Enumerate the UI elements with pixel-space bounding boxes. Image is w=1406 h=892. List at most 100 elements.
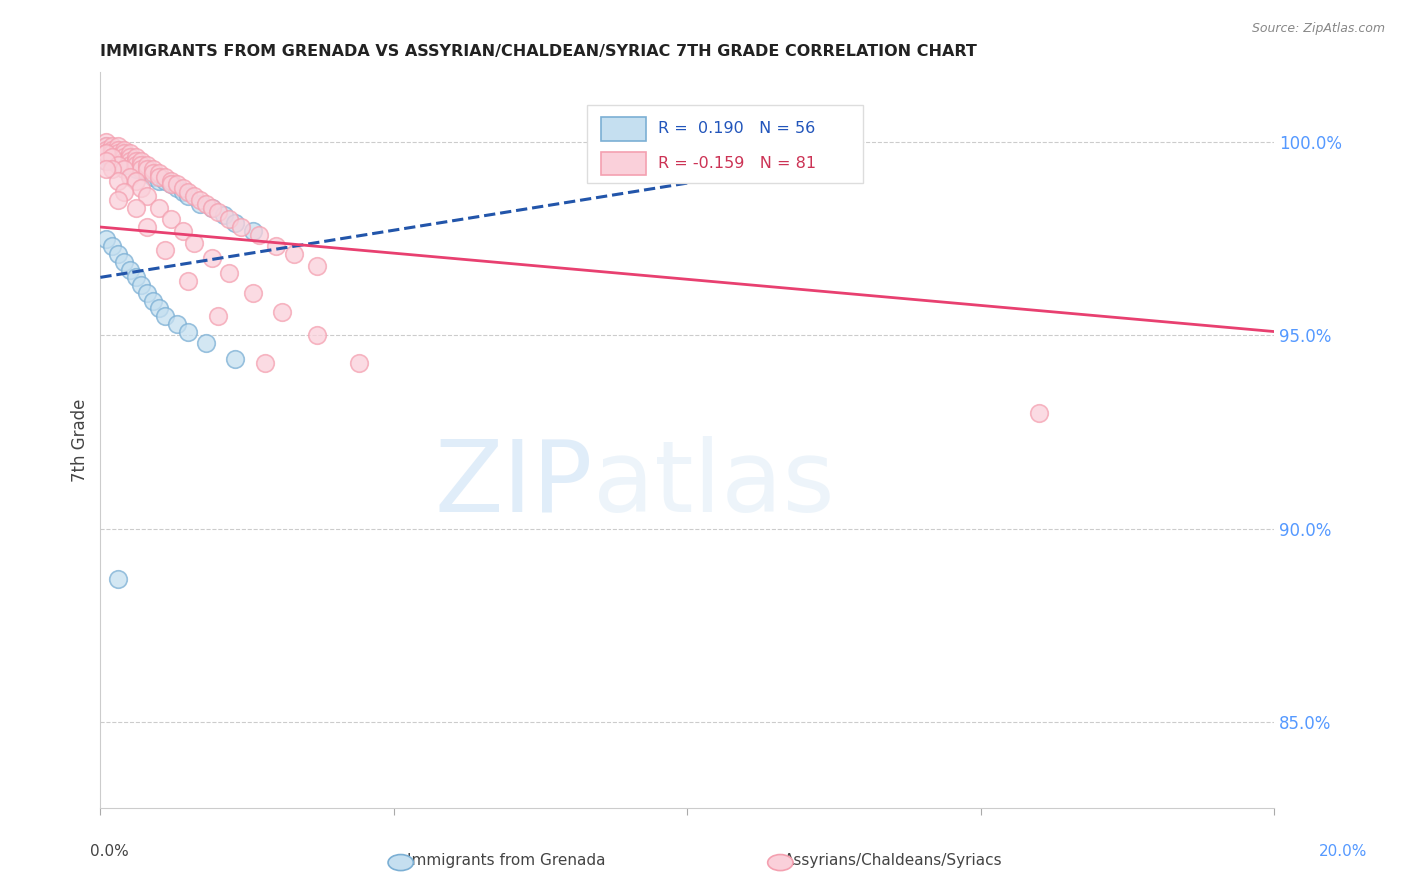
Point (107, 572, 129, 586)
Point (148, 169, 170, 184)
Point (136, 285, 159, 300)
Point (224, 351, 246, 366)
Point (142, 169, 165, 184)
Point (124, 270, 146, 285)
Point (101, 150, 124, 164)
Point (96, 161, 118, 176)
Point (201, 251, 224, 265)
Point (347, 355, 370, 369)
Point (96, 154, 118, 169)
Point (247, 227, 270, 242)
Point (142, 161, 165, 176)
Point (118, 158, 141, 172)
Point (112, 154, 135, 169)
Point (148, 201, 170, 215)
Point (159, 212, 181, 227)
Point (112, 146, 135, 161)
Point (96, 146, 118, 161)
Point (118, 262, 141, 277)
Point (131, 154, 153, 169)
Point (194, 196, 217, 211)
Point (148, 173, 170, 187)
Point (124, 154, 146, 169)
Text: atlas: atlas (593, 435, 835, 533)
Point (112, 154, 135, 169)
Point (118, 154, 141, 169)
Text: IMMIGRANTS FROM GRENADA VS ASSYRIAN/CHALDEAN/SYRIAC 7TH GRADE CORRELATION CHART: IMMIGRANTS FROM GRENADA VS ASSYRIAN/CHAL… (100, 44, 977, 59)
Point (96, 146, 118, 161)
Point (107, 150, 129, 164)
Point (188, 193, 211, 207)
Point (212, 209, 235, 223)
Point (231, 220, 253, 235)
Point (112, 150, 135, 164)
Point (112, 150, 135, 164)
Text: R =  0.190   N = 56: R = 0.190 N = 56 (658, 121, 815, 136)
Point (101, 138, 124, 153)
Point (172, 181, 194, 195)
Point (107, 143, 129, 157)
Point (107, 158, 129, 172)
Point (118, 150, 141, 164)
Point (142, 293, 165, 308)
Point (101, 161, 124, 176)
Point (107, 154, 129, 169)
Point (188, 196, 211, 211)
Point (107, 143, 129, 157)
Point (101, 143, 124, 157)
Point (153, 309, 176, 323)
Point (159, 178, 181, 192)
Point (124, 173, 146, 187)
Text: Immigrants from Grenada: Immigrants from Grenada (406, 854, 606, 868)
Point (101, 150, 124, 164)
Point (131, 158, 153, 172)
Text: ZIP: ZIP (434, 435, 593, 533)
Point (131, 181, 153, 195)
Point (177, 325, 200, 339)
Point (172, 185, 194, 199)
Point (124, 161, 146, 176)
Point (118, 150, 141, 164)
Point (201, 201, 224, 215)
Point (136, 161, 159, 176)
Point (118, 158, 141, 172)
Point (101, 146, 124, 161)
Point (101, 150, 124, 164)
Point (96, 143, 118, 157)
Point (96, 150, 118, 164)
Point (142, 166, 165, 180)
Point (224, 216, 246, 230)
FancyBboxPatch shape (588, 105, 863, 183)
Point (131, 161, 153, 176)
Point (107, 146, 129, 161)
Point (112, 143, 135, 157)
Point (136, 161, 159, 176)
Point (307, 259, 329, 273)
Point (166, 181, 188, 195)
Point (271, 305, 294, 319)
Point (177, 189, 200, 203)
Point (131, 278, 153, 293)
Point (96, 135, 118, 149)
Point (183, 189, 205, 203)
Text: 0.0%: 0.0% (90, 845, 129, 859)
Point (124, 150, 146, 164)
Point (166, 317, 188, 331)
Point (101, 239, 124, 253)
Point (107, 247, 129, 261)
Point (266, 239, 288, 253)
Text: Assyrians/Chaldeans/Syriacs: Assyrians/Chaldeans/Syriacs (783, 854, 1002, 868)
Point (112, 161, 135, 176)
Point (177, 185, 200, 199)
Point (153, 244, 176, 258)
Point (107, 154, 129, 169)
Point (242, 285, 264, 300)
Point (201, 201, 224, 215)
Point (118, 146, 141, 161)
Point (101, 146, 124, 161)
Point (107, 193, 129, 207)
Point (96, 232, 118, 246)
Point (101, 154, 124, 169)
Point (101, 143, 124, 157)
Text: R = -0.159   N = 81: R = -0.159 N = 81 (658, 156, 815, 171)
